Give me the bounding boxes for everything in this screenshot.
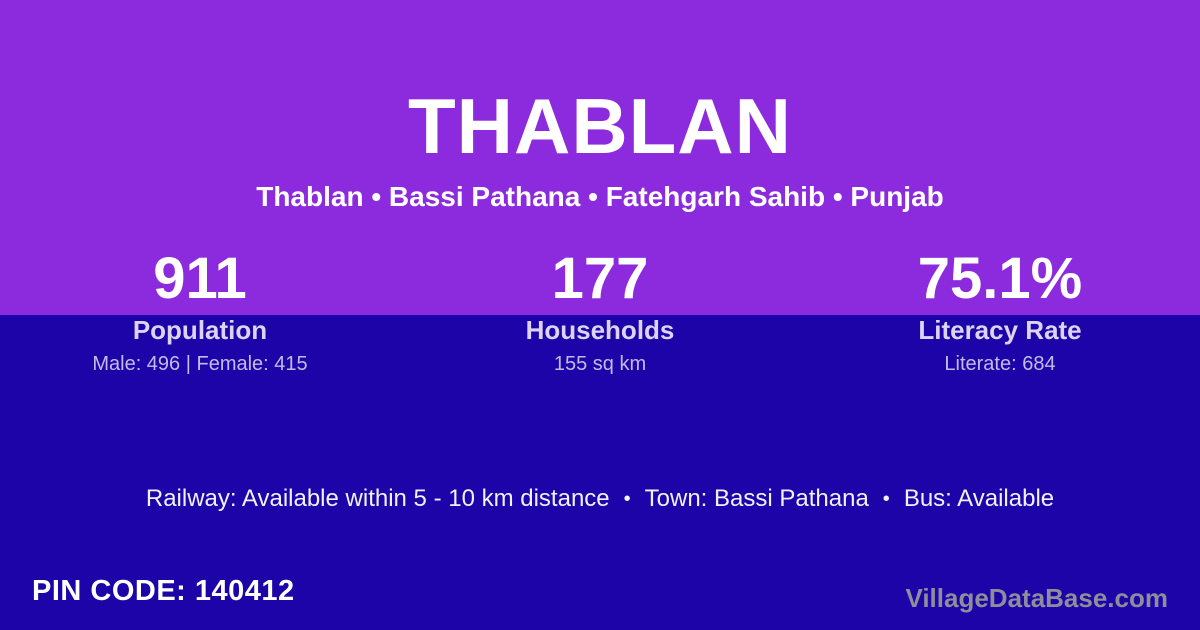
households-value: 177 <box>551 246 649 311</box>
population-value: 911 <box>153 246 247 311</box>
stats-grid: 911 Population Male: 496 | Female: 415 1… <box>0 248 1200 376</box>
bullet-separator-icon: • <box>623 488 631 510</box>
site-watermark: VillageDataBase.com <box>905 583 1168 613</box>
bullet-separator-icon: • <box>882 488 890 510</box>
literacy-detail: Literate: 684 <box>944 353 1056 375</box>
card-content: THABLAN Thablan • Bassi Pathana • Fatehg… <box>0 82 1200 376</box>
header-band <box>0 0 1200 315</box>
village-title: THABLAN <box>408 82 792 170</box>
location-breadcrumb: Thablan • Bassi Pathana • Fatehgarh Sahi… <box>256 181 944 212</box>
households-label: Households <box>525 315 675 345</box>
transport-info-line: Railway: Available within 5 - 10 km dist… <box>0 484 1200 514</box>
town-info: Town: Bassi Pathana <box>644 485 869 512</box>
stat-population: 911 Population Male: 496 | Female: 415 <box>0 248 400 376</box>
bus-info: Bus: Available <box>903 485 1055 512</box>
households-detail: 155 sq km <box>553 353 647 375</box>
pin-code: PIN CODE: 140412 <box>32 575 295 607</box>
literacy-label: Literacy Rate <box>918 315 1082 345</box>
railway-info: Railway: Available within 5 - 10 km dist… <box>145 485 610 512</box>
literacy-value: 75.1% <box>917 246 1083 311</box>
stat-literacy: 75.1% Literacy Rate Literate: 684 <box>800 248 1200 376</box>
stat-households: 177 Households 155 sq km <box>400 248 800 376</box>
population-detail: Male: 496 | Female: 415 <box>92 353 308 375</box>
population-label: Population <box>132 315 268 345</box>
